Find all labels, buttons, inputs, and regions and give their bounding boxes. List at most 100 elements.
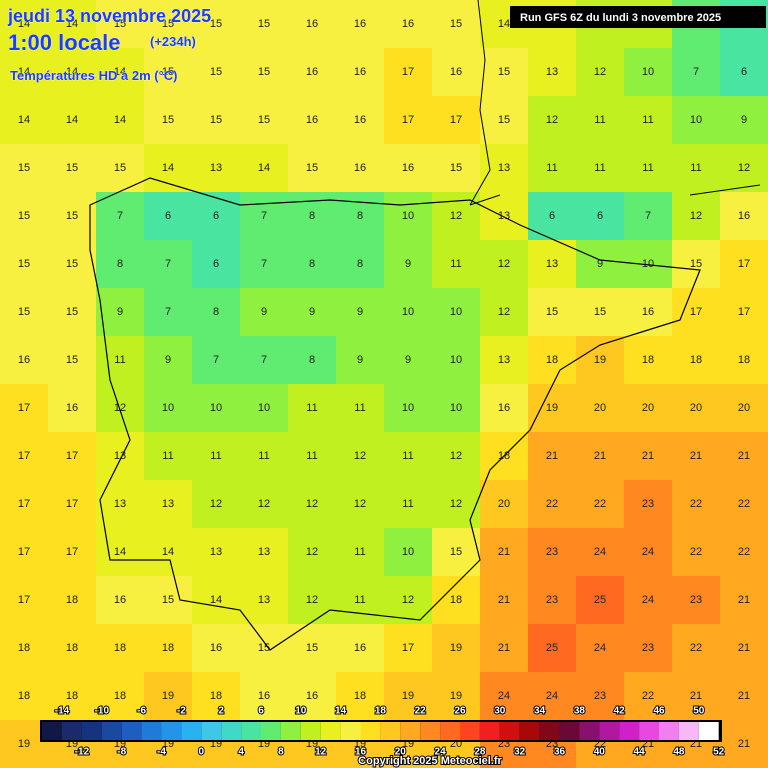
temp-cell — [240, 480, 289, 529]
temp-cell — [576, 336, 625, 385]
legend-label: 38 — [574, 706, 586, 717]
temp-cell — [192, 576, 241, 625]
temp-value: 8 — [309, 210, 315, 222]
temp-value: 13 — [546, 258, 558, 270]
temp-cell — [384, 384, 433, 433]
temp-value: 17 — [18, 450, 30, 462]
legend-label: -6 — [137, 706, 146, 717]
temp-cell — [288, 0, 337, 49]
legend-cell — [519, 722, 540, 740]
temp-cell — [96, 624, 145, 673]
legend-cell — [221, 722, 242, 740]
temp-value: 14 — [114, 546, 126, 558]
legend-cell — [420, 722, 441, 740]
legend: -14-12-10-8-6-4-202468101214161820222426… — [40, 705, 726, 759]
legend-cell — [559, 722, 580, 740]
temp-value: 16 — [354, 66, 366, 78]
temp-value: 11 — [450, 258, 461, 270]
temp-value: 21 — [498, 642, 510, 654]
temp-cell — [720, 96, 768, 145]
temp-value: 11 — [258, 450, 269, 462]
temp-value: 24 — [594, 546, 606, 558]
temp-cell — [288, 384, 337, 433]
legend-cell — [320, 722, 341, 740]
temp-cell — [336, 672, 385, 721]
date: jeudi 13 novembre 2025 — [7, 6, 211, 26]
temp-value: 18 — [210, 690, 222, 702]
temp-value: 7 — [213, 354, 219, 366]
temp-cell — [480, 144, 529, 193]
legend-label: 24 — [435, 747, 447, 758]
temp-cell — [432, 384, 481, 433]
temp-value: 17 — [738, 258, 750, 270]
temp-value: 17 — [450, 114, 462, 126]
legend-cell — [499, 722, 520, 740]
temp-cell — [480, 672, 529, 721]
temp-value: 6 — [597, 210, 603, 222]
temp-value: 16 — [402, 162, 414, 174]
legend-label: 46 — [653, 706, 665, 717]
temp-cell — [624, 192, 673, 241]
temp-value: 16 — [354, 18, 366, 30]
temp-cell — [576, 192, 625, 241]
temp-value: 17 — [402, 114, 414, 126]
temp-cell — [336, 432, 385, 481]
legend-label: 28 — [474, 747, 486, 758]
temp-cell — [720, 624, 768, 673]
temp-value: 21 — [594, 450, 606, 462]
temp-cell — [48, 288, 97, 337]
temp-cell — [480, 480, 529, 529]
temp-value: 18 — [642, 354, 654, 366]
temp-value: 14 — [210, 594, 222, 606]
temp-cell — [192, 192, 241, 241]
temp-value: 15 — [594, 306, 606, 318]
temp-cell — [576, 96, 625, 145]
temp-value: 22 — [642, 690, 654, 702]
legend-label: 12 — [315, 747, 327, 758]
temp-cell — [672, 432, 721, 481]
temp-cell — [528, 144, 577, 193]
temp-value: 15 — [66, 210, 78, 222]
temp-value: 14 — [18, 66, 30, 78]
legend-cell — [261, 722, 281, 740]
legend-label: 10 — [295, 706, 307, 717]
legend-cell — [440, 722, 460, 740]
temp-cell — [144, 624, 193, 673]
legend-cell — [300, 722, 321, 740]
temp-value: 8 — [357, 210, 363, 222]
temp-value: 17 — [18, 498, 30, 510]
temp-value: 14 — [162, 546, 174, 558]
temp-cell — [336, 192, 385, 241]
temp-value: 16 — [354, 642, 366, 654]
temp-value: 12 — [258, 498, 270, 510]
temp-value: 13 — [498, 162, 510, 174]
temp-cell — [432, 480, 481, 529]
temp-value: 19 — [594, 354, 606, 366]
temp-value: 7 — [261, 354, 267, 366]
temp-value: 15 — [546, 306, 558, 318]
temp-cell — [528, 672, 577, 721]
temp-value: 18 — [66, 642, 78, 654]
temp-value: 20 — [642, 402, 654, 414]
temp-value: 16 — [18, 354, 30, 366]
temp-value: 11 — [642, 162, 653, 174]
temp-cell — [0, 192, 49, 241]
legend-cell — [161, 722, 182, 740]
temp-value: 6 — [165, 210, 171, 222]
temp-cell — [192, 144, 241, 193]
temp-cell — [0, 336, 49, 385]
temp-value: 17 — [690, 306, 702, 318]
temp-value: 13 — [258, 594, 270, 606]
temp-value: 7 — [117, 210, 123, 222]
temp-cell — [720, 480, 768, 529]
temp-value: 8 — [357, 258, 363, 270]
legend-label: -8 — [117, 747, 126, 758]
legend-cell — [579, 722, 600, 740]
legend-label: 34 — [534, 706, 546, 717]
temp-cell — [288, 240, 337, 289]
temp-value: 15 — [450, 162, 462, 174]
temp-cell — [528, 432, 577, 481]
temp-value: 11 — [594, 114, 605, 126]
temp-value: 20 — [738, 402, 750, 414]
temp-cell — [96, 96, 145, 145]
